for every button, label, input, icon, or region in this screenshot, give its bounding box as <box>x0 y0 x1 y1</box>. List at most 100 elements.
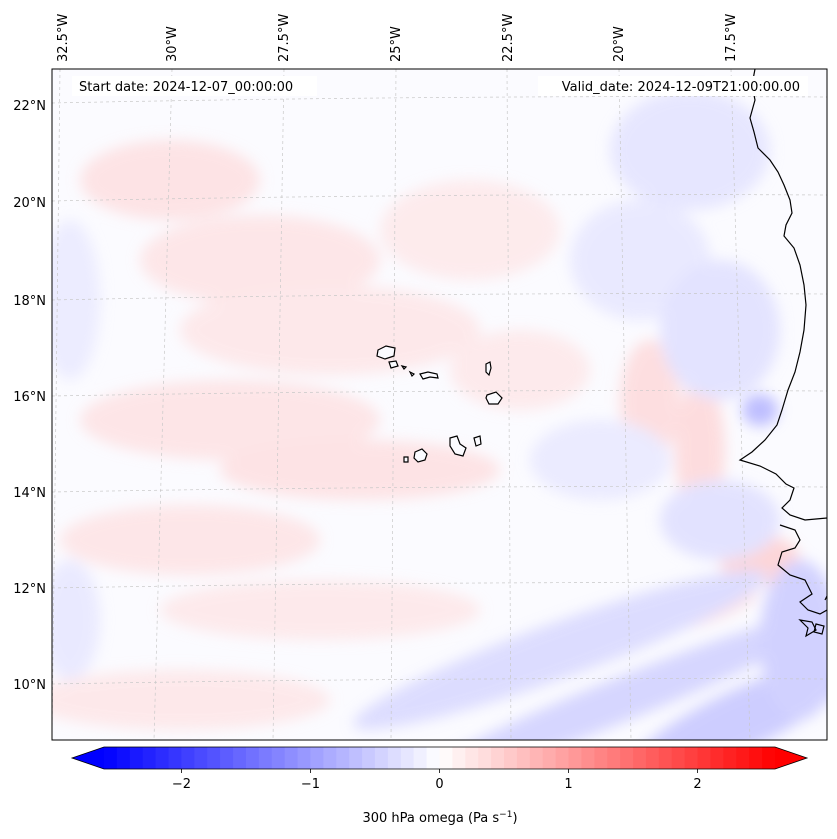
omega-field <box>52 90 827 740</box>
colorbar-bin <box>194 747 208 769</box>
colorbar-bin <box>478 747 492 769</box>
grid-lon <box>730 69 751 740</box>
colorbar-bin <box>349 747 363 769</box>
colorbar-bin <box>620 747 634 769</box>
colorbar-bin <box>323 747 337 769</box>
island-santa-luzia <box>400 365 408 370</box>
bissagos-island <box>813 623 825 635</box>
start-date-box <box>72 76 317 96</box>
colorbar-bin <box>245 747 260 769</box>
colorbar-bin <box>413 747 428 769</box>
colorbar-ticks: −2 −1 0 1 2 <box>172 769 702 792</box>
colorbar-bin <box>594 747 608 769</box>
grid-lat <box>52 194 827 202</box>
colorbar-bin <box>362 747 376 769</box>
island-maio <box>473 435 482 447</box>
lat-label: 16°N <box>13 390 46 405</box>
lat-label: 10°N <box>13 678 46 693</box>
colorbar-bin <box>297 747 312 769</box>
colorbar-bin <box>516 747 531 769</box>
colorbar-bin <box>723 747 737 769</box>
colorbar-bin <box>645 747 660 769</box>
colorbar-bin <box>258 747 273 769</box>
colorbar-title-text: 300 hPa omega (Pa s <box>362 811 499 826</box>
colorbar-bin <box>607 747 621 769</box>
colorbar-bin <box>387 747 402 769</box>
lon-label: 17.5°W <box>724 14 739 62</box>
grid-lat <box>52 486 827 493</box>
colorbar-bin <box>116 747 131 769</box>
grid-lon <box>52 69 61 740</box>
africa-coast-south <box>777 524 827 615</box>
colorbar-bin <box>529 747 544 769</box>
colorbar-bin <box>542 747 557 769</box>
lon-labels: 32.5°W 30°W 27.5°W 25°W 22.5°W 20°W 17.5… <box>56 14 739 62</box>
lon-label: 30°W <box>165 26 180 62</box>
cape-verde-islands <box>376 345 503 463</box>
island-santo-antao <box>376 345 396 360</box>
grid-lat <box>52 96 827 104</box>
colorbar-bin <box>555 747 570 769</box>
grid-lon <box>390 69 397 740</box>
island-boa-vista <box>485 391 503 405</box>
colorbar-bin <box>336 747 350 769</box>
valid-date-label: Valid_date: 2024-12-09T21:00:00.00 <box>562 80 800 95</box>
colorbar-bin <box>233 747 247 769</box>
colorbar-extend-max <box>775 747 807 769</box>
colorbar-tick-label: −1 <box>301 777 320 792</box>
colorbar-bin <box>310 747 324 769</box>
start-date-label: Start date: 2024-12-07_00:00:00 <box>79 80 293 95</box>
colorbar-bin <box>104 747 118 769</box>
grid-lon <box>618 69 632 740</box>
grid-lon <box>153 69 173 740</box>
island-fogo <box>413 448 428 463</box>
colorbar-bin <box>452 747 466 769</box>
coastline <box>738 69 827 638</box>
lat-label: 18°N <box>13 294 46 309</box>
lon-label: 27.5°W <box>277 14 292 62</box>
colorbar-tick-label: 0 <box>435 777 443 792</box>
island-sao-vicente <box>388 360 399 369</box>
valid-date-box <box>538 76 808 96</box>
lat-labels: 22°N 20°N 18°N 16°N 14°N 12°N 10°N <box>13 99 46 693</box>
island-santiago <box>449 435 467 457</box>
colorbar-bin <box>271 747 286 769</box>
colorbar-bin <box>284 747 299 769</box>
colorbar-bin <box>762 747 776 769</box>
island-sal <box>485 361 492 377</box>
colorbar-bin <box>684 747 699 769</box>
bissagos-island <box>798 619 817 638</box>
grid-lon <box>272 69 285 740</box>
africa-coast <box>738 69 827 521</box>
map-panel: Start date: 2024-12-07_00:00:00 Valid_da… <box>13 14 828 741</box>
colorbar-bin <box>710 747 724 769</box>
colorbar-bin <box>142 747 157 769</box>
lon-label: 32.5°W <box>56 14 71 62</box>
colorbar-bin <box>155 747 170 769</box>
colorbar-title-exponent: −1 <box>499 810 512 820</box>
colorbar-bin <box>736 747 750 769</box>
colorbar-bin <box>749 747 763 769</box>
colorbar-bin <box>671 747 686 769</box>
colorbar-bin <box>697 747 712 769</box>
colorbar-tick-label: 2 <box>693 777 701 792</box>
colorbar-bin <box>465 747 479 769</box>
colorbar-bin <box>129 747 144 769</box>
island-brava <box>403 456 409 463</box>
lat-label: 22°N <box>13 99 46 114</box>
lon-label: 22.5°W <box>501 14 516 62</box>
colorbar-bin <box>568 747 583 769</box>
colorbar-title: 300 hPa omega (Pa s−1) <box>362 810 517 826</box>
grid-lat <box>52 390 827 397</box>
lat-label: 14°N <box>13 486 46 501</box>
colorbar-bin <box>400 747 415 769</box>
gridlines <box>52 69 827 740</box>
colorbar-bin <box>504 747 518 769</box>
colorbar-bin <box>581 747 595 769</box>
colorbar-bin <box>658 747 673 769</box>
lat-label: 20°N <box>13 196 46 211</box>
grid-lat <box>52 293 827 301</box>
colorbar-bin <box>491 747 505 769</box>
colorbar-outline <box>70 746 809 770</box>
